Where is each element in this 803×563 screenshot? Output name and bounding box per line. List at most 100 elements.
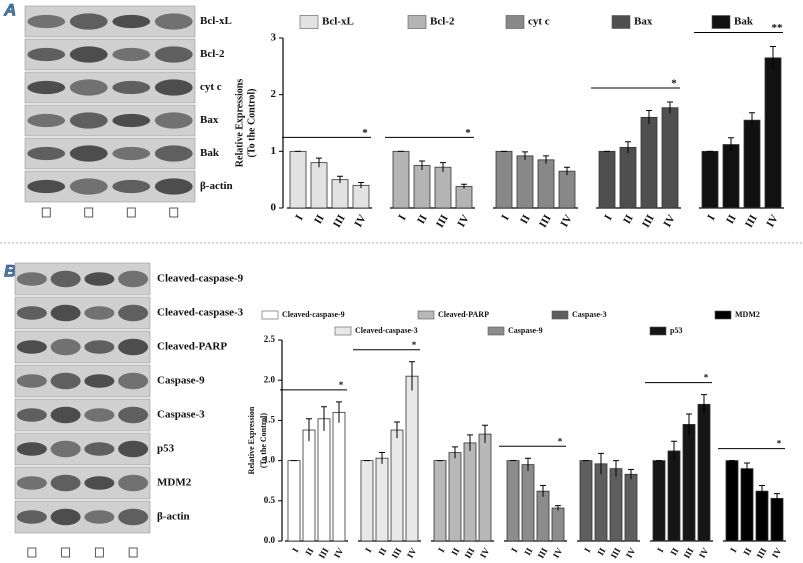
error-bar <box>759 485 765 497</box>
y-tick-label: 1.5 <box>264 414 276 424</box>
blot-band <box>118 406 149 424</box>
bar <box>289 150 307 209</box>
error-bar <box>728 137 734 152</box>
y-axis-label: (To the Control) <box>259 413 268 468</box>
blot-band <box>118 270 149 288</box>
bar <box>433 460 447 542</box>
bar <box>722 144 740 209</box>
bar <box>287 460 301 542</box>
blot-band <box>154 13 193 30</box>
blot-band <box>16 374 47 388</box>
bar <box>390 429 404 542</box>
blot-band <box>27 47 66 62</box>
bar <box>701 150 719 209</box>
error-bar <box>467 434 473 451</box>
blot-label: Bax <box>200 114 219 126</box>
error-bar <box>321 406 327 431</box>
blot-band <box>84 272 115 286</box>
bar <box>521 464 535 542</box>
x-tick-label: III <box>640 213 657 230</box>
blot-band <box>112 113 151 128</box>
blot-band <box>69 178 108 195</box>
bar <box>725 460 739 542</box>
x-tick-label: III <box>434 213 451 230</box>
significance-label: * <box>704 373 709 383</box>
blot-band <box>118 304 149 322</box>
x-tick-label: III <box>463 546 477 561</box>
lane-marker <box>128 547 138 558</box>
x-tick-label: III <box>682 546 696 561</box>
blot-label: Bcl-xL <box>200 15 232 27</box>
x-tick-label: IV <box>624 546 638 560</box>
x-tick-label: I <box>655 546 666 554</box>
bar <box>317 418 331 542</box>
y-tick-label: 2.0 <box>264 374 276 384</box>
x-tick-label: IV <box>551 546 565 560</box>
x-tick-label: IV <box>697 546 711 560</box>
bar <box>755 490 769 542</box>
blot-label: Cleaved-caspase-9 <box>157 273 244 285</box>
x-tick-label: II <box>303 546 315 557</box>
x-tick-label: I <box>293 213 306 223</box>
error-bar <box>316 157 322 168</box>
error-bar <box>482 424 488 443</box>
x-tick-label: IV <box>558 213 575 230</box>
bar <box>506 460 520 542</box>
error-bar <box>358 182 364 189</box>
x-tick-label: II <box>522 546 534 557</box>
significance-label: * <box>412 340 417 350</box>
legend-swatch <box>334 326 352 336</box>
blot-band <box>154 145 193 162</box>
legend-swatch <box>714 310 732 320</box>
lane-marker <box>126 207 136 218</box>
y-tick-label: 1 <box>271 145 277 157</box>
x-tick-label: IV <box>661 213 678 230</box>
blot-band <box>112 179 151 194</box>
error-bar <box>744 462 750 475</box>
blot-band <box>112 14 151 29</box>
blot-band <box>84 408 115 422</box>
blot-band <box>27 14 66 29</box>
blot-band <box>154 79 193 96</box>
panel-label: B <box>4 261 16 280</box>
blot-band <box>69 79 108 96</box>
blot-band <box>112 146 151 161</box>
x-tick-label: I <box>363 546 374 554</box>
legend-label: Bax <box>634 16 653 28</box>
y-tick-label: 2 <box>271 88 277 100</box>
blot-band <box>112 47 151 62</box>
lane-marker <box>41 207 51 218</box>
blot-band <box>16 272 47 286</box>
blot-label: Caspase-9 <box>157 375 205 387</box>
x-tick-label: III <box>537 213 554 230</box>
bar <box>434 166 452 209</box>
x-tick-label: I <box>396 213 409 223</box>
blot-band <box>16 408 47 422</box>
error-bar <box>543 155 549 164</box>
y-tick-label: 3 <box>271 32 277 44</box>
y-axis-label: Relative Expression <box>247 406 256 474</box>
blot-band <box>50 338 81 356</box>
error-bar <box>770 46 776 70</box>
bar <box>770 497 784 542</box>
x-tick-label: II <box>449 546 461 557</box>
lane-marker <box>27 547 37 558</box>
blot-label: cyt c <box>200 81 222 93</box>
blot-label: Caspase-3 <box>157 409 205 421</box>
legend-swatch <box>487 326 505 336</box>
bar <box>740 468 754 542</box>
significance-label: * <box>777 439 782 449</box>
error-bar <box>452 446 458 459</box>
blot-band <box>69 112 108 129</box>
y-axis-label: Relative Expressions <box>234 79 245 168</box>
bar <box>516 155 534 209</box>
blot-band <box>84 340 115 354</box>
x-tick-label: II <box>621 213 636 226</box>
blot-label: β-actin <box>200 180 233 192</box>
blot-label: p53 <box>157 443 175 455</box>
bar <box>352 184 370 209</box>
error-bar <box>337 175 343 184</box>
x-tick-label: I <box>728 546 739 554</box>
error-bar <box>555 505 561 511</box>
